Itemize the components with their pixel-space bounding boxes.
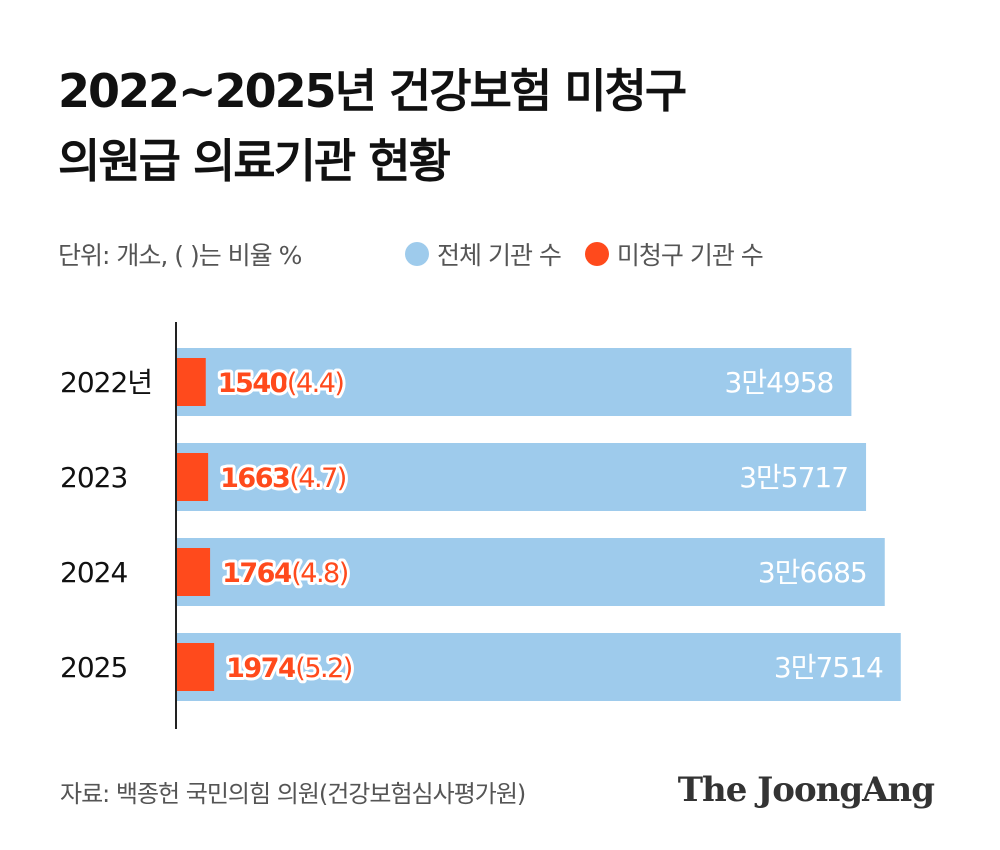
bar-total [176,633,901,701]
data-label-unclaimed: 1540(4.4) [218,368,344,399]
data-label-unclaimed-ratio: (4.4) [287,368,344,399]
data-label-unclaimed-value: 1764 [222,558,292,589]
data-label-total: 3만6685 [758,556,867,589]
bar-unclaimed [176,358,206,406]
data-label-unclaimed: 1764(4.8) [222,558,348,589]
bar-total [176,348,852,416]
title-line-2: 의원급 의료기관 현황 [58,134,451,188]
data-label-total: 3만7514 [774,651,883,684]
legend: 전체 기관 수 미청구 기관 수 [405,236,787,272]
data-label-total: 3만5717 [739,461,848,494]
data-label-unclaimed: 1663(4.7) [220,463,346,494]
data-label-unclaimed-ratio: (5.2) [295,653,352,684]
bar-total [176,443,867,511]
legend-label-unclaimed: 미청구 기관 수 [616,241,764,270]
data-label-unclaimed-value: 1540 [218,368,288,399]
bar-total [176,538,885,606]
category-label: 2024 [60,556,127,589]
category-label: 2022년 [60,366,152,399]
legend-item-unclaimed: 미청구 기관 수 [584,236,764,272]
chart-title: 2022~2025년 건강보험 미청구 의원급 의료기관 현황 [58,56,687,196]
category-label: 2023 [60,461,127,494]
legend-dot-total [405,242,429,266]
data-label-unclaimed-ratio: (4.7) [289,463,346,494]
category-label: 2025 [60,651,127,684]
data-label-unclaimed: 1974(5.2) [226,653,352,684]
data-label-unclaimed-value: 1974 [226,653,296,684]
data-label-unclaimed-ratio: (4.8) [291,558,348,589]
bar-unclaimed [176,643,215,691]
publisher-logo: The JoongAng [677,770,935,810]
legend-item-total: 전체 기관 수 [405,236,562,272]
data-label-total: 3만4958 [725,366,834,399]
bar-chart: 2022년 1540(4.4) 3만4958 2023 1663(4.7) 3만5717 2… [60,322,901,729]
legend-dot-unclaimed [584,242,609,266]
bar-unclaimed [176,548,211,596]
bar-unclaimed [176,453,209,501]
data-label-unclaimed-value: 1663 [220,463,289,494]
source-note: 자료: 백종헌 국민의힘 의원(건강보험심사평가원) [60,780,526,808]
legend-label-total: 전체 기관 수 [437,241,562,270]
unit-note: 단위: 개소, ( )는 비율 % [58,241,302,270]
title-line-1: 2022~2025년 건강보험 미청구 [58,64,687,118]
